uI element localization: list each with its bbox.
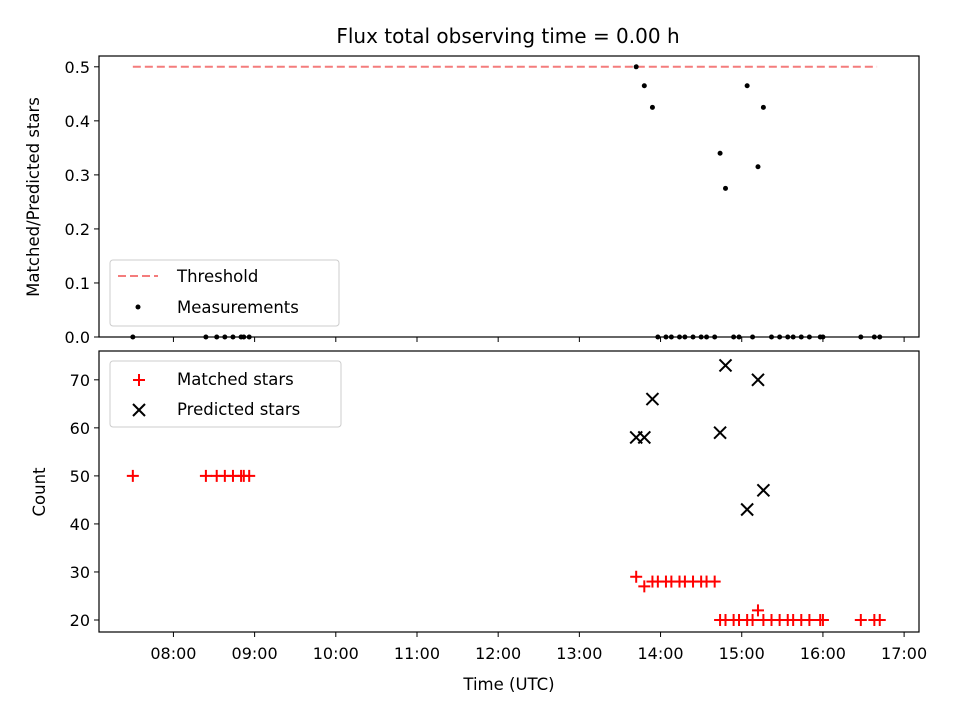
matched-star-point: [751, 604, 764, 617]
bottom-y-tick-label: 70: [70, 371, 90, 390]
x-tick-label: 15:00: [719, 644, 765, 663]
matched-star-point: [630, 570, 643, 583]
predicted-star-point: [637, 430, 652, 445]
top-y-ticks: 0.0 0.1 0.2 0.3 0.4 0.5: [65, 58, 99, 347]
predicted-star-point: [740, 502, 754, 517]
measurement-point: [633, 64, 639, 70]
x-tick-label: 17:00: [881, 644, 927, 663]
top-y-tick-label: 0.2: [65, 220, 90, 239]
matched-star-point: [746, 613, 759, 626]
legend-predicted-swatch: [132, 403, 146, 417]
measurement-point: [723, 185, 729, 191]
predicted-star-point: [756, 483, 771, 498]
top-panel: 0.0 0.1 0.2 0.3 0.4 0.5 Matched/Predicted sta…: [24, 55, 920, 347]
top-x-ticks: [172, 337, 905, 342]
legend-matched-label: Matched stars: [177, 370, 294, 389]
bottom-axes-frame: [98, 350, 920, 633]
bottom-y-tick-label: 40: [70, 515, 90, 534]
top-legend: Threshold Measurements: [109, 259, 340, 327]
matched-star-point: [243, 469, 256, 482]
measurement-point: [744, 83, 750, 89]
top-y-tick-label: 0.5: [65, 58, 90, 77]
x-tick-label: 11:00: [394, 644, 440, 663]
predicted-star-point: [645, 392, 660, 406]
x-tick-label: 14:00: [637, 644, 683, 663]
matched-star-point: [873, 613, 886, 626]
predicted-star-point: [713, 425, 727, 440]
bottom-plot-area: [126, 358, 886, 626]
measurement-point: [641, 83, 647, 89]
matched-star-point: [803, 613, 816, 626]
bottom-x-ticks: 08:00 09:00 10:00 11:00 12:00 13:00 14:00 15:00…: [150, 632, 927, 663]
matched-star-point: [638, 580, 651, 593]
top-y-tick-label: 0.3: [65, 166, 90, 185]
measurement-point: [755, 164, 761, 170]
x-tick-label: 08:00: [150, 644, 196, 663]
x-tick-label: 13:00: [556, 644, 602, 663]
bottom-y-tick-label: 20: [70, 611, 90, 630]
matched-star-point: [199, 469, 212, 482]
predicted-star-point: [751, 373, 765, 387]
matched-star-point: [816, 613, 829, 626]
matched-star-point: [126, 469, 139, 482]
top-y-axis-label: Matched/Predicted stars: [24, 97, 43, 297]
measurement-point: [717, 150, 723, 156]
top-y-tick-label: 0.4: [65, 112, 90, 131]
top-y-tick-label: 0.1: [65, 274, 90, 293]
x-tick-label: 10:00: [313, 644, 359, 663]
measurement-point: [649, 104, 655, 110]
top-y-tick-label: 0.0: [65, 328, 90, 347]
chart-title: Flux total observing time = 0.00 h: [336, 24, 679, 48]
x-axis-label: Time (UTC): [462, 675, 554, 694]
predicted-star-point: [718, 358, 733, 373]
legend-matched-swatch: [133, 374, 145, 386]
bottom-panel: 20 30 40 50 60 70 08:00 09:00 10:00 11:00 12:00 13…: [30, 350, 927, 694]
legend-threshold-label: Threshold: [176, 267, 258, 286]
legend-measurements-label: Measurements: [177, 298, 299, 317]
x-tick-label: 16:00: [800, 644, 846, 663]
legend-measurements-swatch: [135, 304, 141, 310]
bottom-y-tick-label: 50: [70, 467, 90, 486]
legend-predicted-label: Predicted stars: [177, 400, 300, 419]
bottom-y-ticks: 20 30 40 50 60 70: [70, 371, 99, 630]
bottom-y-axis-label: Count: [30, 467, 49, 517]
x-tick-label: 12:00: [475, 644, 521, 663]
top-axes-frame: [98, 55, 920, 338]
bottom-y-tick-label: 30: [70, 563, 90, 582]
x-tick-label: 09:00: [232, 644, 278, 663]
measurement-point: [760, 104, 766, 110]
bottom-legend: Matched stars Predicted stars: [109, 360, 342, 428]
matched-star-point: [854, 613, 867, 626]
bottom-y-tick-label: 60: [70, 419, 90, 438]
matched-star-point: [708, 575, 721, 588]
